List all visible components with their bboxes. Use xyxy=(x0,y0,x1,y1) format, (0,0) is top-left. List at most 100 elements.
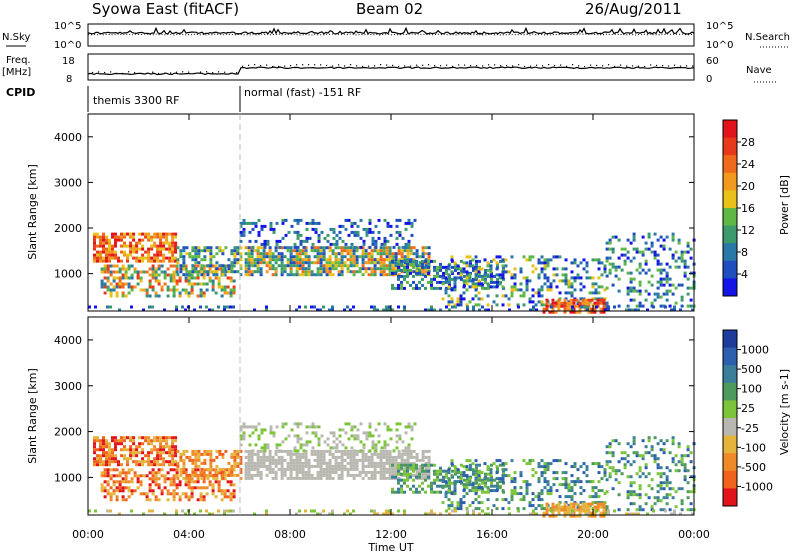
heatmap-cell xyxy=(281,221,285,225)
heatmap-cell xyxy=(325,449,329,453)
heatmap-cell xyxy=(433,481,436,485)
heatmap-cell xyxy=(364,464,368,468)
heatmap-cell xyxy=(254,224,258,228)
heatmap-cell xyxy=(677,241,681,245)
heatmap-cell xyxy=(175,509,178,513)
heatmap-cell xyxy=(406,469,409,473)
heatmap-cell xyxy=(157,477,161,481)
heatmap-cell xyxy=(162,256,166,260)
heatmap-cell xyxy=(266,446,270,450)
colorbar-tick-label: -1000 xyxy=(741,480,773,493)
heatmap-cell xyxy=(268,458,272,462)
heatmap-cell xyxy=(138,232,142,236)
heatmap-cell xyxy=(498,480,502,484)
heatmap-cell xyxy=(573,465,577,469)
heatmap-cell xyxy=(319,467,323,471)
heatmap-cell xyxy=(691,512,694,516)
heatmap-cell xyxy=(450,459,454,463)
heatmap-cell xyxy=(194,267,198,271)
heatmap-cell xyxy=(338,224,342,228)
heatmap-cell xyxy=(495,498,499,502)
heatmap-cell xyxy=(647,496,651,500)
heatmap-cell xyxy=(569,301,573,305)
heatmap-cell xyxy=(436,286,439,290)
heatmap-cell xyxy=(194,458,198,462)
heatmap-cell xyxy=(572,298,576,302)
heatmap-cell xyxy=(181,288,185,292)
heatmap-cell xyxy=(468,300,472,304)
heatmap-cell xyxy=(626,271,630,275)
heatmap-cell xyxy=(593,514,597,518)
heatmap-cell xyxy=(200,249,204,253)
heatmap-cell xyxy=(570,486,574,490)
heatmap-cell xyxy=(418,475,421,479)
heatmap-cell xyxy=(550,509,553,513)
heatmap-cell xyxy=(385,273,389,277)
heatmap-cell xyxy=(424,476,428,480)
heatmap-cell xyxy=(465,465,469,469)
heatmap-cell xyxy=(448,490,451,494)
heatmap-cell xyxy=(196,477,200,481)
heatmap-cell xyxy=(382,308,385,312)
heatmap-cell xyxy=(96,439,99,443)
heatmap-cell xyxy=(371,446,375,450)
heatmap-cell xyxy=(215,252,219,256)
heatmap-cell xyxy=(481,274,484,278)
heatmap-cell xyxy=(632,502,636,506)
heatmap-cell xyxy=(641,304,645,308)
heatmap-cell xyxy=(301,270,305,274)
heatmap-cell xyxy=(689,286,693,290)
heatmap-cell xyxy=(626,292,630,296)
heatmap-cell xyxy=(307,470,311,474)
heatmap-cell xyxy=(206,467,210,471)
heatmap-cell xyxy=(531,504,535,508)
heatmap-cell xyxy=(599,511,603,515)
heatmap-cell xyxy=(463,484,466,488)
heatmap-cell xyxy=(451,463,454,467)
heatmap-cell xyxy=(605,259,609,263)
heatmap-cell xyxy=(528,255,532,259)
heatmap-cell xyxy=(295,264,299,268)
colorbar-tick-label: 20 xyxy=(741,180,755,193)
heatmap-cell xyxy=(424,467,428,471)
heatmap-cell xyxy=(343,467,347,471)
heatmap-cell xyxy=(184,308,187,312)
heatmap-cell xyxy=(247,461,251,465)
heatmap-cell xyxy=(274,246,278,250)
heatmap-cell xyxy=(211,264,215,268)
heatmap-cell xyxy=(653,502,657,506)
heatmap-cell xyxy=(248,230,252,234)
heatmap-cell xyxy=(412,262,415,266)
heatmap-cell xyxy=(295,252,299,256)
heatmap-cell xyxy=(447,285,451,289)
heatmap-cell xyxy=(391,255,395,259)
heatmap-cell xyxy=(409,452,413,456)
heatmap-cell xyxy=(126,457,129,461)
heatmap-cell xyxy=(564,483,568,487)
nave-dot xyxy=(548,64,550,66)
heatmap-cell xyxy=(292,255,296,259)
heatmap-cell xyxy=(96,232,99,236)
nave-dot xyxy=(326,64,328,67)
heatmap-cell xyxy=(382,249,386,253)
heatmap-cell xyxy=(379,252,383,256)
heatmap-cell xyxy=(123,439,126,443)
heatmap-cell xyxy=(421,487,424,491)
heatmap-cell xyxy=(268,449,272,453)
heatmap-cell xyxy=(613,509,616,513)
heatmap-cell xyxy=(389,224,393,228)
heatmap-cell xyxy=(572,502,576,506)
heatmap-cell xyxy=(490,463,493,467)
nave-dot xyxy=(338,64,340,66)
heatmap-cell xyxy=(350,425,354,429)
heatmap-cell xyxy=(242,422,246,426)
nave-dot xyxy=(104,71,106,74)
heatmap-cell xyxy=(519,498,523,502)
heatmap-cell xyxy=(379,464,383,468)
heatmap-cell xyxy=(407,425,411,429)
heatmap-cell xyxy=(650,478,654,482)
heatmap-cell xyxy=(516,303,520,307)
heatmap-cell xyxy=(415,286,418,290)
heatmap-cell xyxy=(400,259,403,263)
heatmap-cell xyxy=(132,247,136,251)
